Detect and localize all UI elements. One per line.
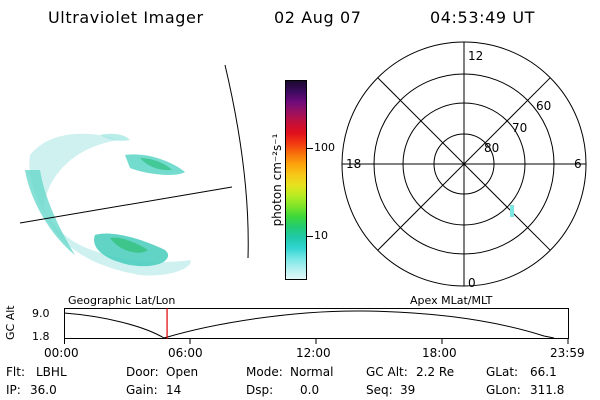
status-seq-value: 39 (400, 383, 416, 397)
status-gain-value: 14 (166, 383, 182, 397)
aurora-oval (25, 133, 191, 276)
status-gcalt-value: 2.2 Re (416, 365, 455, 379)
status-mode-value: Normal (290, 365, 334, 379)
track-y-tick-bottom: 1.8 (32, 330, 50, 343)
geographic-image-panel (19, 64, 249, 276)
status-seq-key: Seq: (366, 383, 393, 397)
status-door-value: Open (166, 365, 199, 379)
track-right-title: Apex MLat/MLT (410, 294, 493, 307)
status-glat-value: 66.1 (530, 365, 557, 379)
polar-emission-patch (510, 205, 514, 217)
status-gcalt-key: GC Alt: (366, 365, 408, 379)
status-glon-value: 311.8 (530, 383, 565, 397)
status-dsp-key: Dsp: (246, 383, 274, 397)
orbit-track-plot (64, 308, 569, 344)
status-dsp-value: 0.0 (300, 383, 320, 397)
mlt-label-6: 6 (574, 157, 582, 171)
colorbar-tick-100 (307, 148, 313, 149)
x-tick-label-2: 12:00 (296, 346, 331, 360)
status-ip-key: IP: (6, 383, 21, 397)
track-y-axis-label: GC Alt (4, 305, 17, 340)
x-tick-label-3: 18:00 (422, 346, 457, 360)
mlt-label-0: 0 (468, 276, 476, 290)
time-label: 04:53:49 UT (430, 8, 536, 27)
status-glat-key: GLat: (486, 365, 519, 379)
reference-line (19, 186, 233, 224)
polar-plot: 12 18 6 0 60 70 80 (341, 41, 587, 290)
mlt-label-12: 12 (468, 49, 483, 63)
mlat-label-60: 60 (536, 99, 551, 113)
x-tick-label-0: 00:00 (44, 346, 79, 360)
x-tick-label-4: 23:59 (550, 346, 585, 360)
track-y-tick-top: 9.0 (32, 307, 50, 320)
colorbar-tick-10 (307, 236, 313, 237)
status-gain-key: Gain: (126, 383, 158, 397)
status-ip-value: 36.0 (30, 383, 57, 397)
colorbar-label-10: 10 (314, 229, 328, 242)
track-left-title: Geographic Lat/Lon (68, 294, 176, 307)
altitude-curve (64, 310, 555, 339)
status-flt-value: LBHL (36, 365, 67, 379)
mlat-label-80: 80 (484, 141, 499, 155)
status-mode-key: Mode: (246, 365, 283, 379)
instrument-title: Ultraviolet Imager (48, 8, 204, 27)
polar-diagonal-2 (377, 77, 551, 251)
x-tick-label-1: 06:00 (168, 346, 203, 360)
mlat-label-70: 70 (512, 121, 527, 135)
colorbar-gradient (285, 80, 307, 280)
mlt-label-18: 18 (346, 157, 361, 171)
date-label: 02 Aug 07 (274, 8, 362, 27)
colorbar-unit-label: photon cm⁻²s⁻¹ (270, 133, 284, 227)
colorbar-label-100: 100 (314, 141, 335, 154)
limb-arc (224, 64, 249, 259)
track-frame (64, 308, 569, 339)
status-door-key: Door: (126, 365, 159, 379)
colorbar (285, 80, 307, 280)
status-flt-key: Flt: (6, 365, 25, 379)
status-glon-key: GLon: (486, 383, 521, 397)
